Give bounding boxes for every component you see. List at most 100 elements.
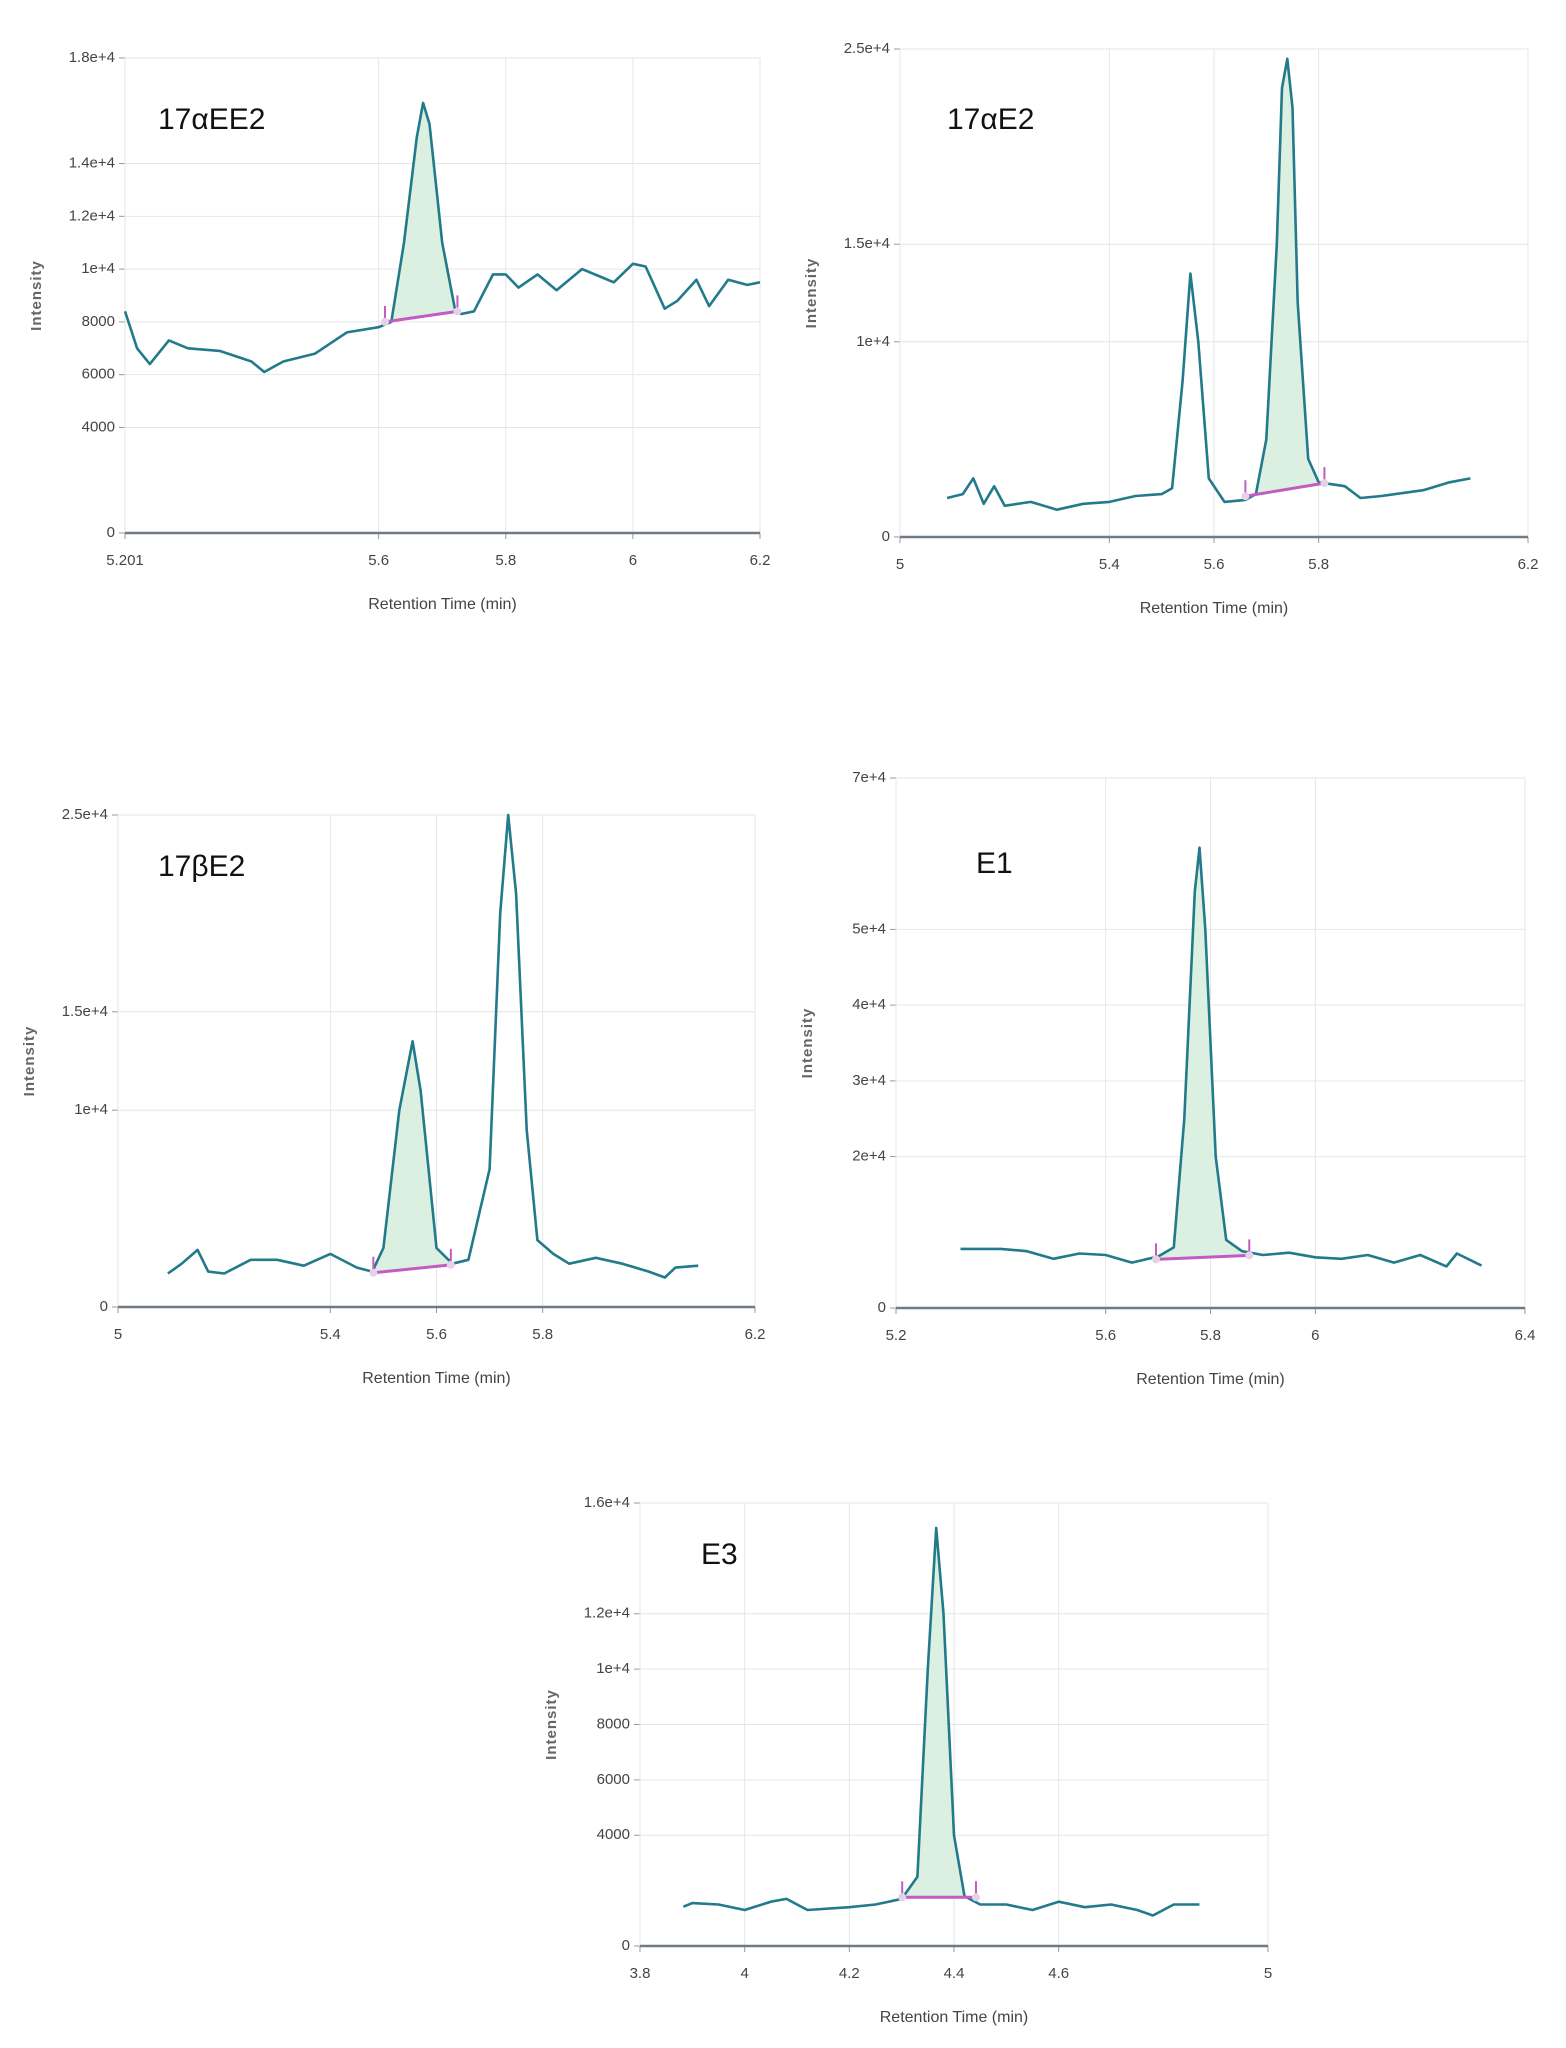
x-tick-label: 5.6 xyxy=(368,552,389,569)
chromatogram-line xyxy=(123,101,761,374)
x-tick-label: 4.2 xyxy=(839,1965,860,1982)
y-tick-label: 2e+4 xyxy=(852,1148,886,1165)
x-tick-label: 6 xyxy=(629,552,637,569)
x-tick-label: 5.6 xyxy=(426,1326,447,1343)
y-tick-label: 8000 xyxy=(597,1715,630,1732)
y-tick-label: 8000 xyxy=(82,313,115,330)
y-tick-label: 1.8e+4 xyxy=(69,49,115,66)
x-tick-label: 5.4 xyxy=(320,1326,341,1343)
peak-area xyxy=(902,1527,976,1903)
peak-area xyxy=(373,1041,451,1273)
integration-baseline xyxy=(384,309,458,324)
x-tick-label: 5 xyxy=(1264,1965,1272,1982)
x-tick-label: 5.201 xyxy=(106,552,144,569)
integration-point xyxy=(369,1268,378,1277)
x-axis-title: Retention Time (min) xyxy=(368,596,517,613)
x-tick-label: 3.8 xyxy=(630,1965,651,1982)
y-tick-label: 0 xyxy=(882,528,890,545)
y-axis-title: Intensity xyxy=(803,258,820,329)
x-tick-label: 5 xyxy=(896,556,904,573)
y-tick-label: 2.5e+4 xyxy=(844,40,890,57)
x-tick-label: 5.8 xyxy=(495,552,516,569)
y-tick-label: 1.2e+4 xyxy=(584,1605,630,1622)
y-tick-label: 1.2e+4 xyxy=(69,207,115,224)
y-tick-label: 0 xyxy=(100,1298,108,1315)
x-tick-label: 5.6 xyxy=(1095,1327,1116,1344)
y-tick-label: 4000 xyxy=(82,418,115,435)
integration-point xyxy=(453,307,462,316)
y-tick-label: 1.6e+4 xyxy=(584,1494,630,1511)
y-axis-title: Intensity xyxy=(21,1026,38,1097)
x-tick-label: 5.8 xyxy=(1308,556,1329,573)
x-tick-label: 5 xyxy=(114,1326,122,1343)
y-tick-label: 4e+4 xyxy=(852,996,886,1013)
y-tick-label: 5e+4 xyxy=(852,920,886,937)
chart-panel: 0 2e+4 3e+4 4e+4 5e+4 7e+4 5.2 5.6 5.8 6 6.4 Retent… xyxy=(799,769,1535,1388)
compound-label: 17αE2 xyxy=(947,103,1034,136)
x-tick-label: 5.4 xyxy=(1099,556,1120,573)
x-tick-label: 4.6 xyxy=(1048,1965,1069,1982)
y-tick-label: 1e+4 xyxy=(596,1660,630,1677)
y-tick-label: 1e+4 xyxy=(81,260,115,277)
x-tick-label: 4.4 xyxy=(944,1965,965,1982)
y-tick-label: 7e+4 xyxy=(852,769,886,786)
y-tick-label: 0 xyxy=(107,524,115,541)
chart-panel: 0 1e+4 1.5e+4 2.5e+4 5 5.4 5.6 5.8 6.2 Retention … xyxy=(21,806,765,1387)
x-tick-label: 6.2 xyxy=(745,1326,766,1343)
chromatogram-line xyxy=(960,846,1483,1268)
x-tick-label: 5.8 xyxy=(1200,1327,1221,1344)
x-tick-label: 6.2 xyxy=(1518,556,1539,573)
integration-point xyxy=(898,1893,907,1902)
x-axis-title: Retention Time (min) xyxy=(880,2009,1029,2026)
x-axis-title: Retention Time (min) xyxy=(362,1370,511,1387)
y-tick-label: 1e+4 xyxy=(856,333,890,350)
y-tick-label: 1.5e+4 xyxy=(844,235,890,252)
compound-label: E3 xyxy=(701,1538,738,1571)
integration-point xyxy=(971,1893,980,1902)
chromatogram-line xyxy=(682,1526,1200,1917)
peak-area xyxy=(1155,847,1250,1260)
x-tick-label: 6 xyxy=(1311,1327,1319,1344)
compound-label: 17βE2 xyxy=(158,850,245,883)
x-tick-label: 6.4 xyxy=(1515,1327,1536,1344)
y-tick-label: 0 xyxy=(622,1937,630,1954)
integration-baseline xyxy=(1155,1253,1250,1261)
x-axis-title: Retention Time (min) xyxy=(1136,1371,1285,1388)
chart-panel: 0 4000 6000 8000 1e+4 1.2e+4 1.4e+4 1.8e+4 5.201… xyxy=(28,49,770,613)
y-axis-title: Intensity xyxy=(543,1689,560,1760)
integration-point xyxy=(1151,1255,1160,1264)
compound-label: 17αEE2 xyxy=(158,103,265,136)
y-tick-label: 4000 xyxy=(597,1826,630,1843)
x-tick-label: 5.8 xyxy=(532,1326,553,1343)
chromatogram-line xyxy=(167,813,699,1279)
y-axis-title: Intensity xyxy=(799,1008,816,1079)
integration-baseline xyxy=(1245,481,1325,498)
integration-baseline xyxy=(373,1263,451,1275)
x-tick-label: 5.6 xyxy=(1204,556,1225,573)
compound-label: E1 xyxy=(976,847,1013,880)
chart-panel: 0 1e+4 1.5e+4 2.5e+4 5 5.4 5.6 5.8 6.2 Retention … xyxy=(803,40,1538,617)
y-tick-label: 1.5e+4 xyxy=(62,1003,108,1020)
y-tick-label: 2.5e+4 xyxy=(62,806,108,823)
y-tick-label: 1e+4 xyxy=(74,1101,108,1118)
peak-area xyxy=(384,102,458,325)
integration-point xyxy=(1245,1251,1254,1260)
chart-panel: 0 4000 6000 8000 1e+4 1.2e+4 1.6e+4 3.8 4 4.2 4.4 4… xyxy=(543,1494,1272,2026)
x-axis-title: Retention Time (min) xyxy=(1140,600,1289,617)
integration-point xyxy=(1320,479,1329,488)
y-tick-label: 3e+4 xyxy=(852,1072,886,1089)
integration-point xyxy=(446,1260,455,1269)
y-axis-title: Intensity xyxy=(28,260,45,331)
y-tick-label: 1.4e+4 xyxy=(69,155,115,172)
y-tick-label: 0 xyxy=(878,1299,886,1316)
peak-area xyxy=(1245,58,1325,500)
integration-point xyxy=(380,317,389,326)
x-tick-label: 4 xyxy=(740,1965,748,1982)
x-tick-label: 6.2 xyxy=(750,552,771,569)
integration-point xyxy=(1241,492,1250,501)
y-tick-label: 6000 xyxy=(597,1771,630,1788)
x-tick-label: 5.2 xyxy=(886,1327,907,1344)
chromatogram-line xyxy=(946,57,1471,511)
